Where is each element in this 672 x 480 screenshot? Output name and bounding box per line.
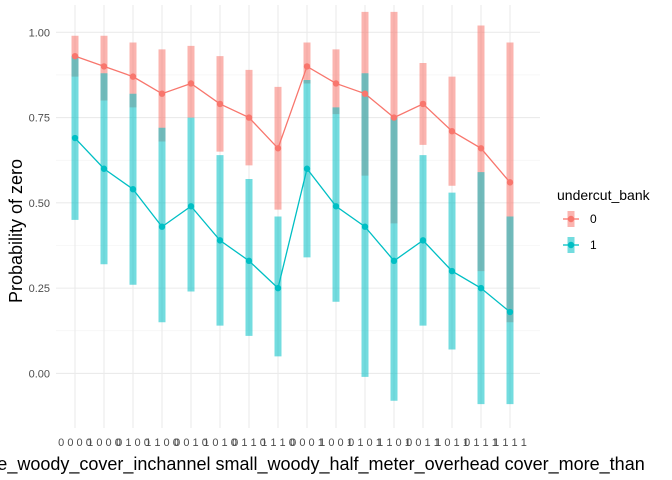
y-axis-label: Probability of zero: [6, 159, 26, 303]
y-tick-label: 0.50: [29, 198, 50, 210]
x-axis-tick-labels: 0 0 0 01 0 0 00 1 0 01 1 0 00 0 1 01 0 1…: [58, 437, 527, 449]
x-tick-label: 0 0 0 0: [58, 437, 92, 449]
x-tick-label: 1 0 0 1: [319, 437, 353, 449]
data-point-series-1: [100, 165, 108, 172]
data-point-series-0: [506, 179, 514, 186]
x-tick-label: 0 1 0 1: [348, 437, 382, 449]
data-point-series-1: [332, 203, 340, 210]
data-point-series-0: [448, 128, 456, 135]
series-line-1: [74, 137, 511, 313]
data-point-series-1: [303, 165, 311, 172]
y-tick-label: 0.75: [29, 113, 50, 125]
data-point-series-0: [216, 100, 224, 108]
data-point-series-1: [71, 134, 79, 142]
x-tick-label: 0 0 0 1: [290, 437, 324, 449]
x-tick-label: 1 1 1 0: [261, 437, 295, 449]
data-points: [71, 52, 514, 316]
data-point-series-1: [129, 186, 137, 193]
data-point-series-1: [477, 284, 485, 292]
y-tick-label: 0.25: [29, 283, 50, 295]
data-point-series-1: [274, 284, 282, 292]
data-point-series-0: [187, 80, 195, 87]
y-tick-label: 0.00: [29, 368, 50, 380]
x-tick-label: 0 1 1 0: [232, 437, 266, 449]
x-tick-label: 1 0 1 1: [435, 437, 469, 449]
legend-title: undercut_bank: [557, 187, 651, 203]
data-point-series-1: [245, 257, 253, 265]
data-point-series-0: [303, 63, 311, 70]
x-tick-label: 0 1 0 0: [116, 437, 150, 449]
x-tick-label: 0 0 1 0: [174, 437, 208, 449]
data-point-series-0: [158, 90, 166, 97]
data-point-series-0: [419, 100, 427, 108]
legend-label-0: 0: [590, 212, 597, 226]
x-tick-label: 1 0 1 0: [203, 437, 237, 449]
data-point-series-1: [419, 237, 427, 244]
x-tick-label: 0 0 1 1: [406, 437, 440, 449]
data-point-series-0: [390, 114, 398, 121]
x-tick-label: 1 1 1 1: [493, 437, 527, 449]
legend-key-point-0: [567, 215, 575, 223]
x-tick-label: 1 1 0 1: [377, 437, 411, 449]
data-point-series-1: [448, 267, 456, 275]
x-tick-label: 1 1 0 0: [145, 437, 179, 449]
data-point-series-1: [216, 237, 224, 244]
data-point-series-1: [361, 223, 369, 230]
data-point-series-1: [506, 308, 514, 316]
legend-key-point-1: [567, 241, 575, 249]
series-lines: [74, 55, 511, 313]
legend: undercut_bank 0 1: [557, 187, 651, 253]
data-point-series-0: [100, 63, 108, 70]
data-point-series-0: [361, 90, 369, 97]
x-tick-label: 0 1 1 1: [464, 437, 498, 449]
data-point-series-1: [187, 203, 195, 210]
data-point-series-0: [245, 114, 253, 121]
data-point-series-0: [274, 145, 282, 152]
data-point-series-0: [332, 80, 340, 87]
data-point-series-0: [129, 73, 137, 80]
y-axis-tick-labels: 0.00 0.25 0.50 0.75 1.00: [29, 27, 50, 380]
series-line-0: [74, 55, 511, 183]
y-tick-label: 1.00: [29, 27, 50, 39]
data-point-series-0: [71, 52, 79, 60]
data-point-series-1: [158, 223, 166, 230]
legend-label-1: 1: [590, 238, 597, 252]
grid-lines: [56, 5, 540, 428]
x-axis-label: large_woody_cover_inchannel small_woody_…: [0, 454, 645, 475]
data-point-series-1: [390, 257, 398, 265]
x-tick-label: 1 0 0 0: [87, 437, 121, 449]
error-bars: [71, 11, 514, 405]
data-point-series-0: [477, 145, 485, 152]
